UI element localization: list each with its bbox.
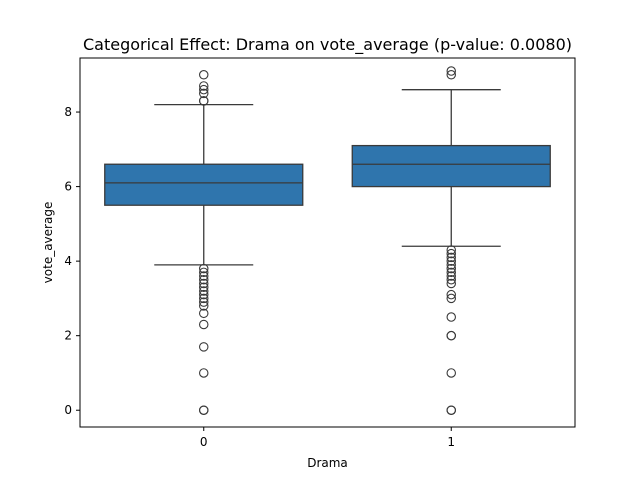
x-axis-label: Drama	[307, 456, 348, 470]
outlier-point	[199, 297, 209, 307]
outlier-point	[446, 278, 456, 289]
outlier-point	[199, 263, 209, 274]
outlier-point	[446, 405, 456, 415]
outlier-point	[199, 88, 209, 99]
outlier-point	[446, 248, 456, 259]
outlier-point	[446, 271, 456, 281]
y-axis-label: vote_average	[41, 202, 55, 284]
outlier-point	[199, 275, 209, 285]
plot-area	[104, 66, 551, 415]
outlier-point	[199, 278, 209, 289]
box-iqr	[104, 163, 304, 206]
outlier-point	[446, 66, 456, 76]
outlier-point	[199, 286, 209, 296]
y-axis: 0 2 4 6 8	[64, 105, 80, 417]
outlier-point	[199, 84, 209, 95]
outlier-point	[446, 289, 456, 300]
outlier-point	[446, 275, 456, 285]
outlier-point	[199, 81, 209, 91]
outlier-point	[446, 368, 456, 378]
outlier-point	[199, 267, 209, 278]
y-tick-label: 2	[64, 329, 72, 343]
y-tick-label: 0	[64, 403, 72, 417]
outlier-point	[199, 319, 209, 330]
outlier-point	[446, 267, 456, 278]
outlier-point	[199, 96, 209, 106]
outlier-point	[446, 263, 456, 274]
outlier-point	[446, 330, 456, 341]
outlier-point	[446, 70, 456, 80]
y-tick-label: 8	[64, 105, 72, 119]
outlier-point	[199, 342, 209, 352]
box-iqr	[351, 144, 551, 188]
outlier-point	[199, 282, 209, 292]
outlier-point	[199, 289, 209, 300]
box-group-0	[104, 70, 304, 415]
outlier-point	[199, 271, 209, 281]
outlier-point	[199, 405, 209, 415]
y-tick-label: 4	[64, 254, 72, 268]
outlier-point	[446, 293, 456, 304]
outlier-point	[446, 252, 456, 263]
outlier-point	[199, 70, 209, 80]
outlier-point	[199, 293, 209, 304]
outlier-point	[199, 368, 209, 378]
outlier-point	[199, 301, 209, 311]
x-tick-label: 0	[200, 435, 208, 449]
chart-title: Categorical Effect: Drama on vote_averag…	[83, 35, 572, 55]
plot-frame	[79, 57, 576, 428]
outlier-point	[446, 312, 456, 322]
box-group-1	[351, 66, 551, 415]
y-tick-label: 6	[64, 180, 72, 194]
outlier-point	[199, 308, 209, 319]
x-tick-label: 1	[447, 435, 455, 449]
outlier-point	[446, 260, 456, 270]
outlier-point	[446, 256, 456, 266]
outlier-point	[446, 245, 456, 255]
